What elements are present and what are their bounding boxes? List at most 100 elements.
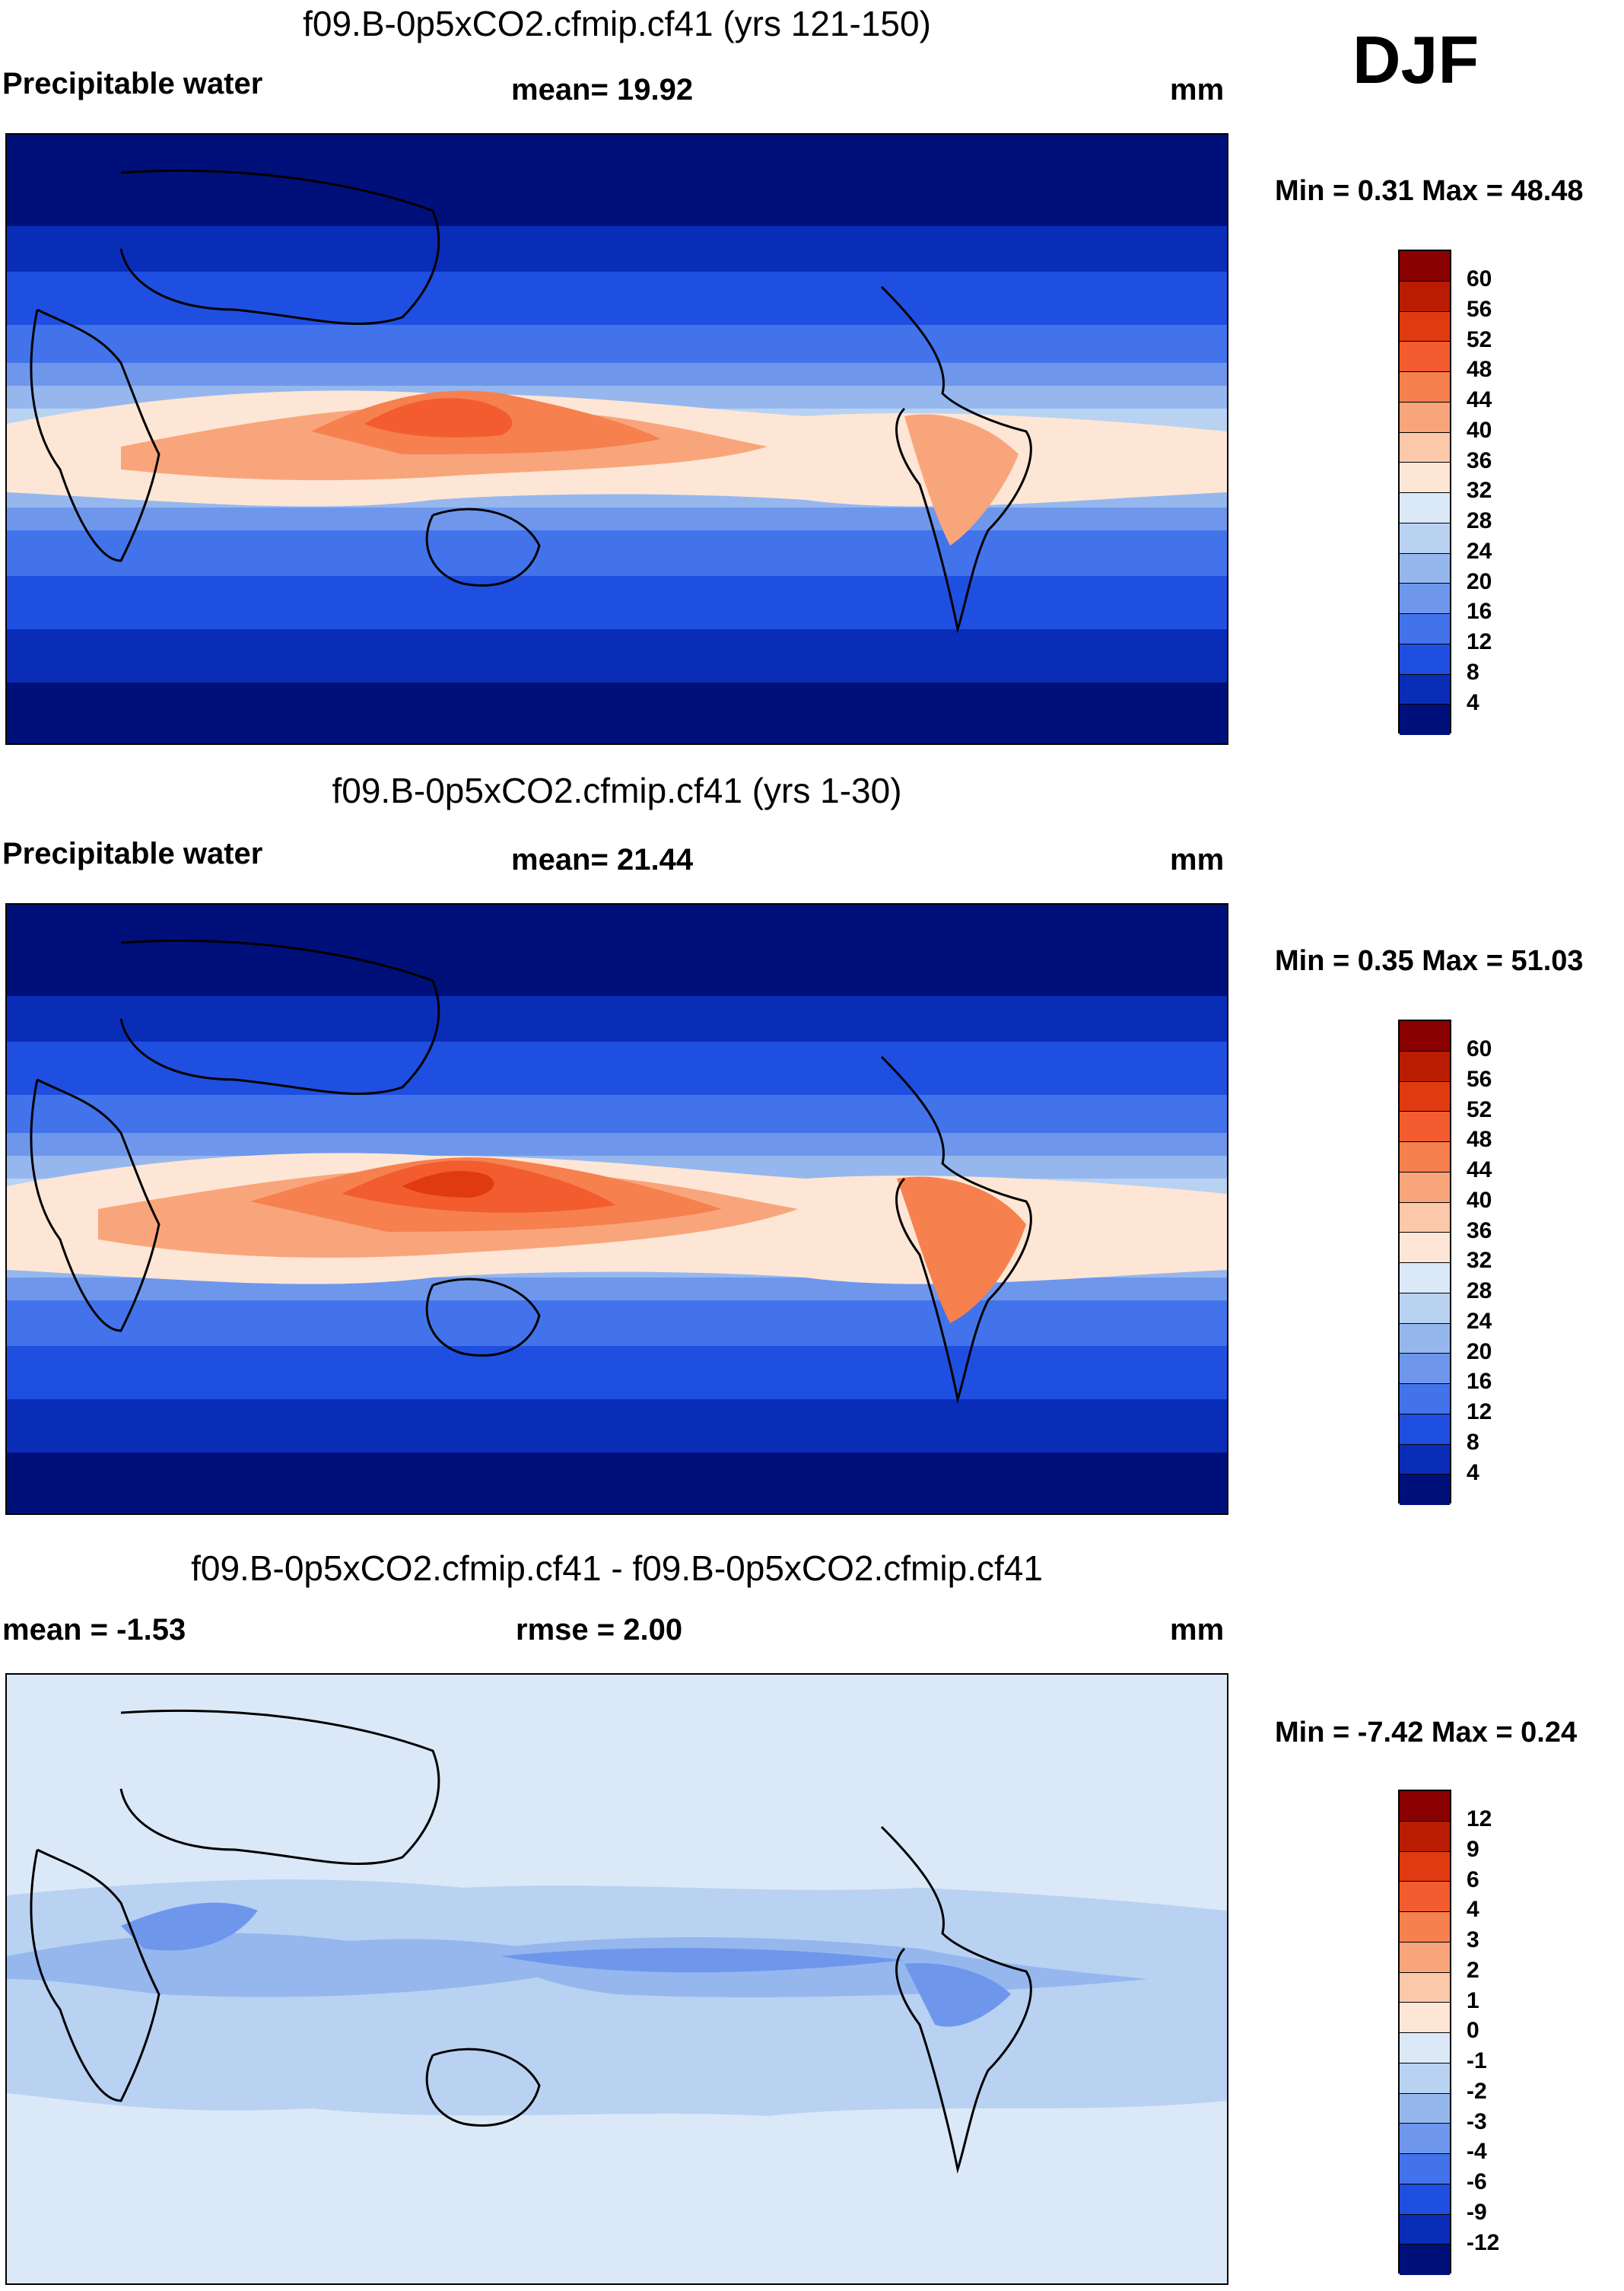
colorbar-1-bin [1400, 372, 1450, 403]
colorbar-2-bin [1400, 1142, 1450, 1173]
colorbar-3-tick: 4 [1467, 1897, 1479, 1922]
colorbar-3-bin [1400, 1882, 1450, 1912]
colorbar-3-bin [1400, 2214, 1450, 2245]
colorbar-3-bin [1400, 2003, 1450, 2033]
colorbar-1-bin [1400, 674, 1450, 705]
colorbar-1-tick: 32 [1467, 478, 1492, 503]
colorbar-1-bin [1400, 311, 1450, 342]
colorbar-1-bin [1400, 251, 1450, 282]
panel-2-minmax: Min = 0.35 Max = 51.03 [1275, 945, 1584, 977]
map-panel-2 [5, 903, 1228, 1515]
colorbar-2-tick: 52 [1467, 1097, 1492, 1122]
panel-3-minmax: Min = -7.42 Max = 0.24 [1275, 1717, 1578, 1748]
colorbar-3-bin [1400, 2093, 1450, 2124]
panel-1-units: mm [1170, 73, 1225, 107]
colorbar-3-tick: -4 [1467, 2139, 1487, 2164]
colorbar-1-tick: 12 [1467, 629, 1492, 654]
colorbar-3-tick: -6 [1467, 2169, 1487, 2194]
panel-2-units: mm [1170, 843, 1225, 877]
colorbar-1 [1398, 250, 1451, 735]
colorbar-2-bin [1400, 1233, 1450, 1263]
map-panel-3 [5, 1673, 1228, 2285]
colorbar-2-tick: 24 [1467, 1309, 1492, 1334]
colorbar-2-bin [1400, 1323, 1450, 1354]
colorbar-3-bin [1400, 2063, 1450, 2094]
colorbar-3-bin [1400, 2154, 1450, 2184]
colorbar-3-bin [1400, 2245, 1450, 2275]
colorbar-2-bin [1400, 1263, 1450, 1293]
map-panel-3-field [7, 1675, 1227, 2283]
colorbar-3-tick: -2 [1467, 2079, 1487, 2104]
colorbar-2-tick: 28 [1467, 1278, 1492, 1303]
colorbar-1-bin [1400, 553, 1450, 584]
colorbar-3-bin [1400, 1791, 1450, 1822]
colorbar-3-bin [1400, 1942, 1450, 1973]
colorbar-1-tick: 52 [1467, 327, 1492, 352]
colorbar-1-bin [1400, 402, 1450, 433]
colorbar-1-bin [1400, 523, 1450, 554]
colorbar-3-tick: 9 [1467, 1837, 1479, 1862]
colorbar-2-bin [1400, 1021, 1450, 1052]
panel-1-mean: mean= 19.92 [511, 73, 694, 107]
colorbar-3-bin [1400, 1972, 1450, 2003]
colorbar-2-bin [1400, 1384, 1450, 1414]
colorbar-1-tick: 60 [1467, 266, 1492, 291]
panel-1-title: f09.B-0p5xCO2.cfmip.cf41 (yrs 121-150) [303, 4, 931, 43]
panel-3-rmse: rmse = 2.00 [516, 1613, 683, 1647]
panel-2-mean: mean= 21.44 [511, 843, 694, 877]
colorbar-1-tick: 40 [1467, 418, 1492, 443]
season-label: DJF [1352, 22, 1479, 97]
colorbar-2-tick: 40 [1467, 1188, 1492, 1213]
colorbar-2-bin [1400, 1354, 1450, 1384]
colorbar-1-bin [1400, 432, 1450, 463]
colorbar-1-tick: 56 [1467, 297, 1492, 322]
panel-1-variable: Precipitable water [2, 67, 263, 100]
colorbar-3-tick: 6 [1467, 1867, 1479, 1892]
colorbar-2-bin [1400, 1475, 1450, 1505]
colorbar-2-tick: 60 [1467, 1036, 1492, 1061]
colorbar-2-tick: 36 [1467, 1218, 1492, 1243]
colorbar-2-tick: 16 [1467, 1369, 1492, 1394]
colorbar-1-tick: 36 [1467, 448, 1492, 473]
map-panel-1 [5, 133, 1228, 745]
colorbar-3-bin [1400, 2124, 1450, 2154]
colorbar-3-bin [1400, 1912, 1450, 1943]
colorbar-1-tick: 24 [1467, 539, 1492, 564]
colorbar-1-tick: 44 [1467, 387, 1492, 412]
colorbar-3 [1398, 1790, 1451, 2275]
map-panel-1-field [7, 135, 1227, 743]
colorbar-3-bin [1400, 1851, 1450, 1882]
colorbar-3-bin [1400, 2033, 1450, 2063]
colorbar-2-tick: 32 [1467, 1248, 1492, 1273]
colorbar-2-bin [1400, 1293, 1450, 1324]
colorbar-1-tick: 16 [1467, 599, 1492, 624]
colorbar-3-tick: -9 [1467, 2200, 1487, 2225]
panel-3-units: mm [1170, 1613, 1225, 1647]
colorbar-2-tick: 20 [1467, 1339, 1492, 1364]
colorbar-3-bin [1400, 1821, 1450, 1852]
colorbar-2-tick: 48 [1467, 1127, 1492, 1152]
colorbar-1-bin [1400, 614, 1450, 644]
colorbar-2-tick: 12 [1467, 1399, 1492, 1424]
colorbar-2-bin [1400, 1414, 1450, 1445]
colorbar-2-bin [1400, 1081, 1450, 1112]
colorbar-2-tick: 56 [1467, 1067, 1492, 1092]
colorbar-2-tick: 4 [1467, 1460, 1479, 1485]
colorbar-1-bin [1400, 644, 1450, 675]
colorbar-3-tick: -1 [1467, 2048, 1487, 2073]
colorbar-1-tick: 8 [1467, 660, 1479, 685]
panel-3-mean: mean = -1.53 [2, 1613, 186, 1647]
colorbar-3-tick: 3 [1467, 1927, 1479, 1952]
colorbar-1-bin [1400, 584, 1450, 614]
colorbar-2-tick: 44 [1467, 1157, 1492, 1182]
panel-3-title: f09.B-0p5xCO2.cfmip.cf41 - f09.B-0p5xCO2… [191, 1548, 1043, 1588]
colorbar-3-tick: -3 [1467, 2109, 1487, 2134]
colorbar-1-bin [1400, 281, 1450, 312]
colorbar-2-bin [1400, 1051, 1450, 1082]
colorbar-2-bin [1400, 1112, 1450, 1142]
colorbar-1-bin [1400, 463, 1450, 493]
colorbar-2-tick: 8 [1467, 1430, 1479, 1455]
colorbar-1-tick: 20 [1467, 569, 1492, 594]
panel-1-minmax: Min = 0.31 Max = 48.48 [1275, 175, 1584, 207]
colorbar-3-tick: 2 [1467, 1958, 1479, 1983]
